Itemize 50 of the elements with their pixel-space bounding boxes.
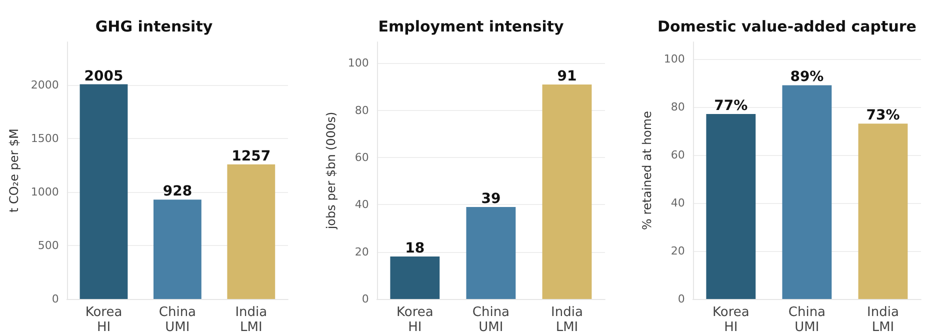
bar: [227, 164, 276, 299]
chart-title: GHG intensity: [95, 18, 213, 36]
y-tick-label: 100: [347, 56, 368, 70]
chart-title: Employment intensity: [378, 18, 564, 36]
y-tick-label: 500: [38, 238, 59, 252]
y-axis-title: jobs per $bn (000s): [324, 112, 338, 230]
y-tick-label: 1500: [30, 132, 59, 145]
x-tick-label: China UMI: [472, 305, 510, 335]
y-tick-label: 20: [670, 244, 685, 258]
data-label: 39: [480, 191, 500, 208]
y-tick-label: 0: [361, 292, 368, 306]
y-tick-label: 20: [354, 245, 368, 258]
x-tick-label: China UMI: [158, 305, 196, 335]
data-label: 77%: [714, 98, 748, 114]
y-tick-label: 2000: [30, 78, 59, 92]
x-tick-label: Korea HI: [396, 305, 433, 335]
y-tick-label: 40: [354, 198, 368, 212]
data-label: 91: [556, 68, 576, 84]
data-label: 928: [162, 184, 192, 200]
x-tick-label: China UMI: [788, 305, 826, 335]
bar: [390, 256, 440, 299]
x-tick-label: India LMI: [235, 305, 268, 335]
y-tick-label: 80: [670, 100, 685, 114]
bar: [153, 200, 202, 299]
data-label: 18: [404, 240, 424, 257]
y-tick-label: 0: [678, 292, 685, 306]
bar: [858, 124, 908, 299]
x-tick-label: Korea HI: [85, 305, 122, 335]
chart-title: Domestic value-added capture: [658, 18, 916, 36]
bar: [782, 85, 832, 299]
data-label: 89%: [790, 69, 824, 86]
data-label: 1257: [232, 148, 271, 164]
x-tick-label: India LMI: [867, 305, 899, 335]
y-tick-label: 0: [52, 292, 59, 306]
y-tick-label: 60: [670, 148, 685, 162]
y-axis-title: t CO₂e per $M: [7, 128, 21, 213]
bar: [466, 207, 516, 299]
y-axis-title: % retained at home: [640, 111, 654, 230]
bar: [542, 84, 592, 299]
data-label: 2005: [84, 68, 124, 84]
y-tick-label: 1000: [30, 185, 59, 198]
y-tick-label: 60: [354, 151, 368, 164]
data-label: 73%: [866, 108, 900, 124]
bar: [80, 84, 128, 299]
y-tick-label: 80: [354, 104, 368, 117]
y-tick-label: 100: [664, 52, 685, 66]
y-tick-label: 40: [670, 196, 685, 210]
x-tick-label: Korea HI: [712, 305, 750, 335]
x-tick-label: India LMI: [550, 305, 582, 335]
bar: [706, 114, 756, 299]
